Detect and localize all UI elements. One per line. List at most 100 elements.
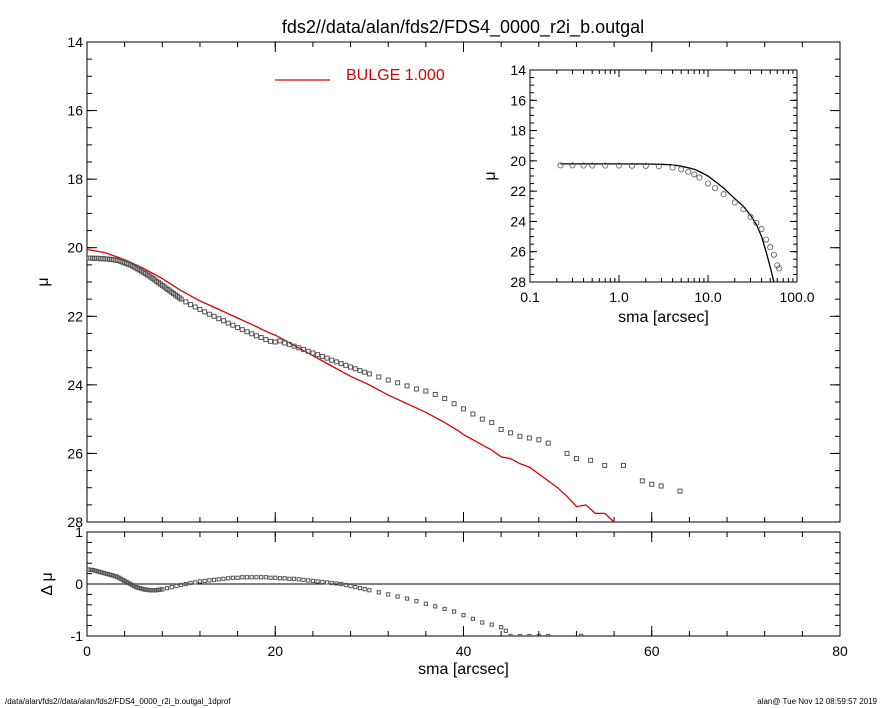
residual-data-point: [193, 580, 198, 585]
main-y-axis-label: μ: [35, 277, 52, 286]
residual-data-point: [536, 633, 541, 636]
residual-data-point: [240, 575, 245, 580]
main-data-point: [305, 348, 311, 354]
main-data-point: [442, 396, 448, 402]
main-data-point: [573, 456, 579, 462]
inset-data-point: [731, 199, 738, 206]
main-data-point: [545, 440, 551, 446]
inset-ytick-label: 20: [510, 153, 526, 169]
main-ytick-label: 18: [67, 171, 83, 187]
residual-data-point: [183, 581, 188, 587]
residual-data-point: [235, 575, 240, 580]
residual-x-axis-label: sma [arcsec]: [418, 661, 509, 678]
main-data-point: [508, 430, 514, 436]
main-data-point: [300, 347, 306, 353]
residual-data-point: [160, 587, 165, 592]
inset-series-0-line: [560, 163, 775, 282]
inset-xtick-label: 1.0: [609, 289, 629, 305]
main-data-point: [366, 371, 372, 377]
main-data-point: [225, 320, 231, 326]
residual-data-point: [301, 577, 306, 582]
residual-xtick-label: 60: [644, 643, 660, 659]
residual-data-point: [579, 633, 584, 636]
main-data-point: [376, 374, 382, 380]
main-data-point: [343, 362, 349, 368]
main-data-point: [239, 327, 245, 333]
residual-data-point: [296, 577, 301, 582]
main-ytick-label: 26: [67, 445, 83, 461]
inset-ytick-label: 14: [510, 62, 526, 78]
residual-ytick-label: 0: [75, 576, 83, 592]
residual-data-point: [291, 576, 297, 581]
main-data-point: [216, 316, 222, 322]
inset-data-point: [629, 162, 636, 169]
residual-xtick-label: 80: [832, 643, 848, 659]
residual-data-point: [442, 606, 447, 612]
main-data-point: [649, 481, 655, 487]
residual-data-point: [433, 604, 438, 609]
inset-xtick-label: 100.0: [779, 289, 814, 305]
residual-data-point: [179, 582, 184, 588]
residual-data-point: [348, 583, 353, 589]
residual-data-point: [277, 576, 283, 581]
inset-data-point: [557, 162, 564, 169]
main-data-point: [211, 313, 217, 319]
main-data-point: [385, 377, 391, 383]
residual-data-point: [268, 575, 273, 580]
residual-data-point: [517, 633, 523, 636]
residual-data-point: [221, 576, 226, 581]
inset-data-point: [685, 168, 692, 175]
residual-data-point: [329, 580, 334, 586]
residual-data-point: [357, 586, 363, 591]
residual-ytick-label: -1: [71, 628, 84, 644]
main-data-point: [564, 450, 570, 456]
residual-data-point: [339, 581, 344, 587]
main-data-point: [188, 302, 194, 308]
residual-data-point: [414, 599, 419, 604]
inset-data-point: [720, 191, 727, 198]
main-data-point: [451, 401, 457, 407]
residual-data-point: [499, 625, 504, 630]
inset-data-point: [767, 244, 774, 251]
main-data-point: [639, 478, 645, 484]
main-data-point: [310, 350, 316, 356]
main-ytick-label: 14: [67, 34, 83, 50]
main-data-point: [296, 345, 302, 351]
main-data-point: [489, 420, 495, 426]
residual-data-point: [395, 594, 400, 599]
main-ytick-label: 22: [67, 308, 83, 324]
residual-data-point: [207, 578, 212, 583]
inset-data-point: [747, 213, 754, 220]
main-data-point: [362, 369, 368, 375]
main-data-point: [315, 352, 321, 358]
inset-data-point: [678, 166, 685, 173]
inset-data-point: [770, 251, 777, 258]
residual-data-point: [188, 580, 193, 586]
main-data-point: [348, 364, 354, 370]
residual-data-point: [353, 585, 358, 590]
residual-data-point: [211, 577, 217, 582]
main-data-point: [235, 325, 241, 331]
inset-ytick-label: 26: [510, 244, 526, 260]
inset-plot-area: [557, 162, 783, 282]
main-data-point: [192, 304, 198, 310]
residual-data-point: [367, 588, 372, 593]
main-data-point: [253, 333, 259, 339]
inset-data-point: [705, 180, 712, 187]
inset-ytick-label: 28: [510, 274, 526, 290]
residual-data-point: [169, 585, 174, 590]
main-data-point: [291, 343, 297, 349]
inset-data-point: [758, 225, 765, 232]
main-data-point: [602, 462, 608, 468]
main-data-point: [277, 338, 283, 344]
main-data-point: [588, 457, 594, 463]
residual-data-point: [527, 633, 532, 636]
main-data-point: [677, 488, 683, 494]
inset-data-point: [776, 265, 783, 272]
inset-x-axis-label: sma [arcsec]: [618, 309, 709, 326]
main-data-point: [329, 357, 335, 363]
inset-data-point: [602, 162, 609, 169]
main-data-point: [498, 426, 504, 432]
inset-data-point: [616, 162, 623, 169]
main-ytick-label: 28: [67, 514, 83, 530]
